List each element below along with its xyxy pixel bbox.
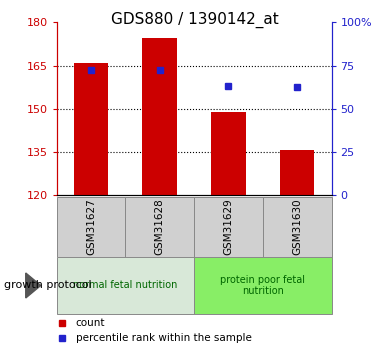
Text: percentile rank within the sample: percentile rank within the sample (76, 333, 252, 343)
Text: GDS880 / 1390142_at: GDS880 / 1390142_at (111, 12, 279, 28)
Bar (194, 257, 332, 314)
Text: protein poor fetal
nutrition: protein poor fetal nutrition (220, 275, 305, 296)
Text: GSM31629: GSM31629 (223, 198, 233, 255)
Text: GSM31628: GSM31628 (155, 198, 165, 255)
Bar (211, 111, 246, 195)
Text: count: count (76, 318, 105, 327)
Text: growth protocol: growth protocol (4, 280, 92, 290)
Bar (57, 197, 125, 257)
Bar (74, 63, 108, 195)
Bar (263, 197, 332, 257)
Bar (142, 38, 177, 195)
Bar (125, 197, 194, 257)
Text: GSM31627: GSM31627 (86, 198, 96, 255)
Bar (194, 197, 263, 257)
Bar (57, 257, 194, 314)
Text: normal fetal nutrition: normal fetal nutrition (73, 280, 177, 290)
Bar (280, 150, 314, 195)
Text: GSM31630: GSM31630 (292, 198, 302, 255)
Polygon shape (26, 273, 41, 298)
